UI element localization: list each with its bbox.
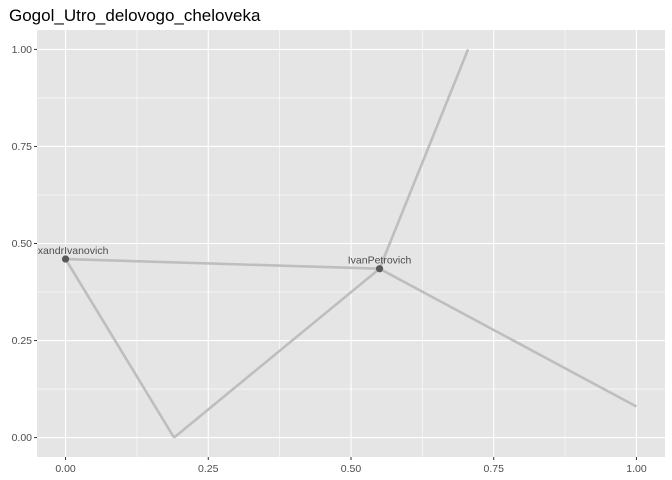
nodes: [61, 255, 384, 273]
edge-alexandr-ivan: [65, 257, 380, 271]
x-tick-label: 1.00: [626, 463, 647, 475]
y-tick-label: 0.50: [12, 238, 33, 250]
node-labels: AlexandrIvanovich IvanPetrovich: [23, 245, 412, 267]
edges: [64, 48, 638, 439]
major-gridlines: [37, 30, 665, 457]
edge-ivan-u3: [378, 267, 638, 408]
chart-title: Gogol_Utro_delovogo_cheloveka: [9, 6, 261, 25]
x-tick-label: 0.50: [341, 463, 362, 475]
edge-alexandr-u1: [64, 258, 176, 439]
x-tick-label: 0.75: [484, 463, 505, 475]
edge-u1-ivan: [173, 267, 381, 439]
edge-ivan-u2: [378, 48, 470, 270]
node-ivan: [375, 265, 384, 273]
y-tick-label: 0.25: [12, 335, 33, 347]
node-label-ivan: IvanPetrovich: [348, 255, 412, 267]
x-tick-label: 0.25: [198, 463, 219, 475]
y-tick-label: 0.75: [12, 141, 33, 153]
y-tick-label: 1.00: [12, 44, 33, 56]
y-tick-label: 0.00: [12, 432, 33, 444]
y-axis-ticks: 0.00 0.25 0.50 0.75 1.00: [12, 44, 37, 444]
x-tick-label: 0.00: [55, 463, 76, 475]
node-alexandr: [61, 255, 70, 263]
x-axis-ticks: 0.00 0.25 0.50 0.75 1.00: [55, 457, 647, 475]
node-label-alexandr: AlexandrIvanovich: [23, 245, 109, 257]
